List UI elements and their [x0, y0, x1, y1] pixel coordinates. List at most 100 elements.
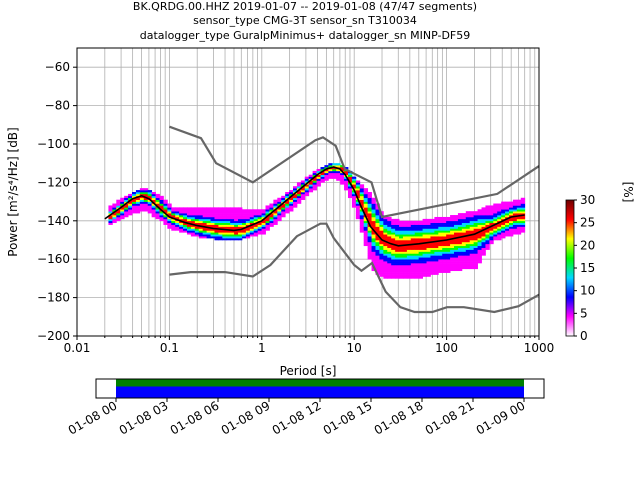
density-cell — [198, 228, 204, 231]
density-cell — [285, 193, 290, 197]
density-cell — [465, 228, 471, 231]
density-cell — [473, 253, 478, 256]
density-cell — [135, 203, 141, 206]
density-cell — [450, 245, 455, 248]
density-cell — [296, 201, 302, 204]
density-cell — [501, 232, 506, 235]
density-cell — [383, 249, 388, 252]
density-cell — [265, 213, 270, 216]
density-cell — [159, 197, 164, 200]
density-cell — [198, 213, 204, 216]
density-cell — [391, 247, 396, 250]
density-cell — [186, 207, 192, 210]
density-cell — [395, 268, 400, 272]
density-cell — [351, 197, 357, 200]
density-cell — [402, 241, 408, 245]
density-cell — [245, 218, 251, 222]
density-cell — [418, 247, 424, 250]
density-cell — [481, 220, 486, 224]
density-cell — [395, 257, 400, 260]
density-cell — [430, 232, 435, 235]
density-cell — [426, 238, 431, 241]
density-cell — [454, 268, 459, 272]
density-cell — [410, 274, 416, 277]
density-cell — [430, 249, 435, 252]
density-cell — [359, 203, 365, 206]
density-cell — [430, 270, 435, 273]
density-cell — [426, 220, 431, 224]
density-cell — [269, 220, 274, 224]
density-cell — [375, 220, 380, 224]
density-cell — [183, 209, 188, 212]
density-cell — [375, 253, 380, 256]
density-cell — [367, 209, 372, 212]
density-cell — [241, 222, 247, 225]
density-cell — [508, 205, 514, 208]
density-cell — [450, 240, 455, 243]
density-cell — [249, 222, 255, 225]
density-cell — [183, 216, 188, 220]
density-cell — [241, 216, 247, 220]
density-cell — [124, 195, 129, 199]
density-cell — [391, 274, 396, 277]
density-cell — [363, 203, 369, 206]
density-cell — [194, 207, 200, 210]
density-cell — [355, 207, 361, 210]
density-cell — [469, 243, 475, 247]
density-cell — [418, 234, 424, 237]
density-cell — [461, 232, 467, 235]
density-cell — [446, 230, 451, 233]
density-cell — [163, 211, 168, 214]
density-cell — [465, 264, 471, 268]
density-cell — [406, 249, 412, 252]
density-cell — [163, 209, 168, 212]
density-cell — [206, 222, 211, 225]
density-cell — [320, 178, 325, 181]
density-cell — [359, 213, 365, 216]
density-cell — [430, 230, 435, 233]
density-cell — [430, 263, 435, 266]
density-cell — [465, 232, 471, 235]
density-cell — [391, 268, 396, 272]
density-cell — [312, 184, 317, 187]
density-cell — [355, 193, 361, 197]
density-cell — [108, 215, 113, 218]
density-cell — [430, 247, 435, 250]
density-cell — [124, 215, 129, 218]
density-cell — [450, 264, 455, 268]
density-cell — [261, 216, 266, 220]
density-cell — [230, 226, 235, 229]
density-cell — [446, 222, 451, 225]
density-cell — [363, 209, 369, 212]
density-cell — [387, 264, 392, 268]
density-cell — [438, 255, 443, 258]
density-cell — [399, 230, 404, 233]
density-cell — [450, 253, 455, 256]
density-cell — [304, 180, 310, 183]
density-cell — [465, 216, 471, 220]
density-cell — [344, 167, 349, 170]
density-cell — [151, 205, 156, 208]
density-cell — [481, 245, 486, 248]
density-cell — [438, 216, 443, 220]
density-cell — [493, 228, 498, 231]
density-cell — [351, 199, 357, 202]
density-cell — [422, 257, 427, 260]
density-cell — [465, 257, 471, 260]
density-cell — [457, 259, 463, 262]
density-cell — [151, 211, 156, 214]
density-cell — [477, 261, 482, 264]
density-cell — [414, 228, 420, 231]
density-cell — [367, 232, 372, 235]
density-cell — [159, 207, 164, 210]
x-tick-label: 10 — [347, 341, 362, 355]
density-cell — [395, 230, 400, 233]
density-cell — [454, 257, 459, 260]
density-cell — [395, 247, 400, 250]
density-cell — [202, 224, 208, 227]
density-cell — [355, 195, 361, 199]
density-cell — [450, 249, 455, 252]
density-cell — [418, 220, 424, 224]
density-cell — [375, 241, 380, 245]
density-cell — [383, 241, 388, 245]
